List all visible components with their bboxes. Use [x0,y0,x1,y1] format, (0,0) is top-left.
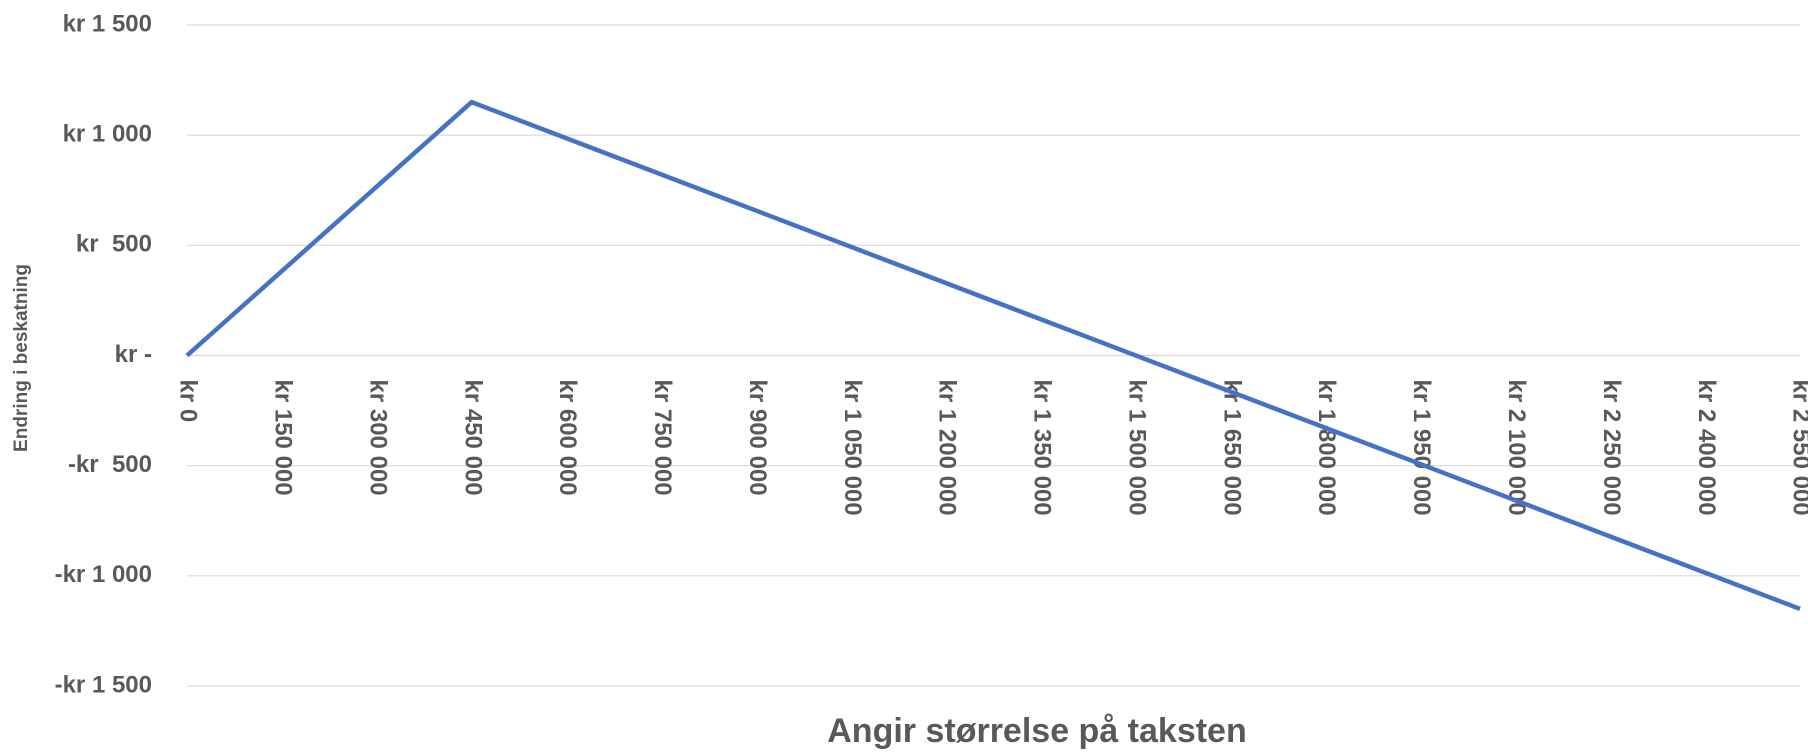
x-tick-label: kr 1 950 000 [1408,380,1435,516]
x-axis-title: Angir størrelse på taksten [827,712,1246,750]
x-tick-label: kr 900 000 [744,380,771,496]
y-tick-label: kr 500 [76,231,152,258]
x-tick-label: kr 2 100 000 [1503,380,1530,516]
y-tick-label: -kr 1 500 [55,671,152,698]
data-line [185,99,1801,611]
y-tick-label: -kr 1 000 [55,561,152,588]
x-tick-label: kr 1 500 000 [1123,380,1150,516]
y-tick-label: -kr 500 [68,451,152,478]
x-tick-label: kr 1 350 000 [1029,380,1056,516]
x-tick-label: kr 1 050 000 [839,380,866,516]
x-tick-label: kr 1 800 000 [1313,380,1340,516]
y-tick-label: kr 1 500 [63,10,152,37]
x-tick-label: kr 2 400 000 [1693,380,1720,516]
x-tick-label: kr 600 000 [554,380,581,496]
x-tick-label: kr 300 000 [364,380,391,496]
y-tick-label: kr - [115,341,152,368]
x-tick-label: kr 750 000 [649,380,676,496]
x-tick-label: kr 1 650 000 [1218,380,1245,516]
x-tick-label: kr 150 000 [270,380,297,496]
x-tick-label: kr 0 [175,380,202,423]
y-axis-title: Endring i beskatning [11,264,32,452]
x-tick-label: kr 1 200 000 [934,380,961,516]
y-tick-label: kr 1 000 [63,121,152,148]
x-tick-label: kr 2 550 000 [1788,380,1808,516]
x-tick-label: kr 2 250 000 [1598,380,1625,516]
x-tick-label: kr 450 000 [459,380,486,496]
